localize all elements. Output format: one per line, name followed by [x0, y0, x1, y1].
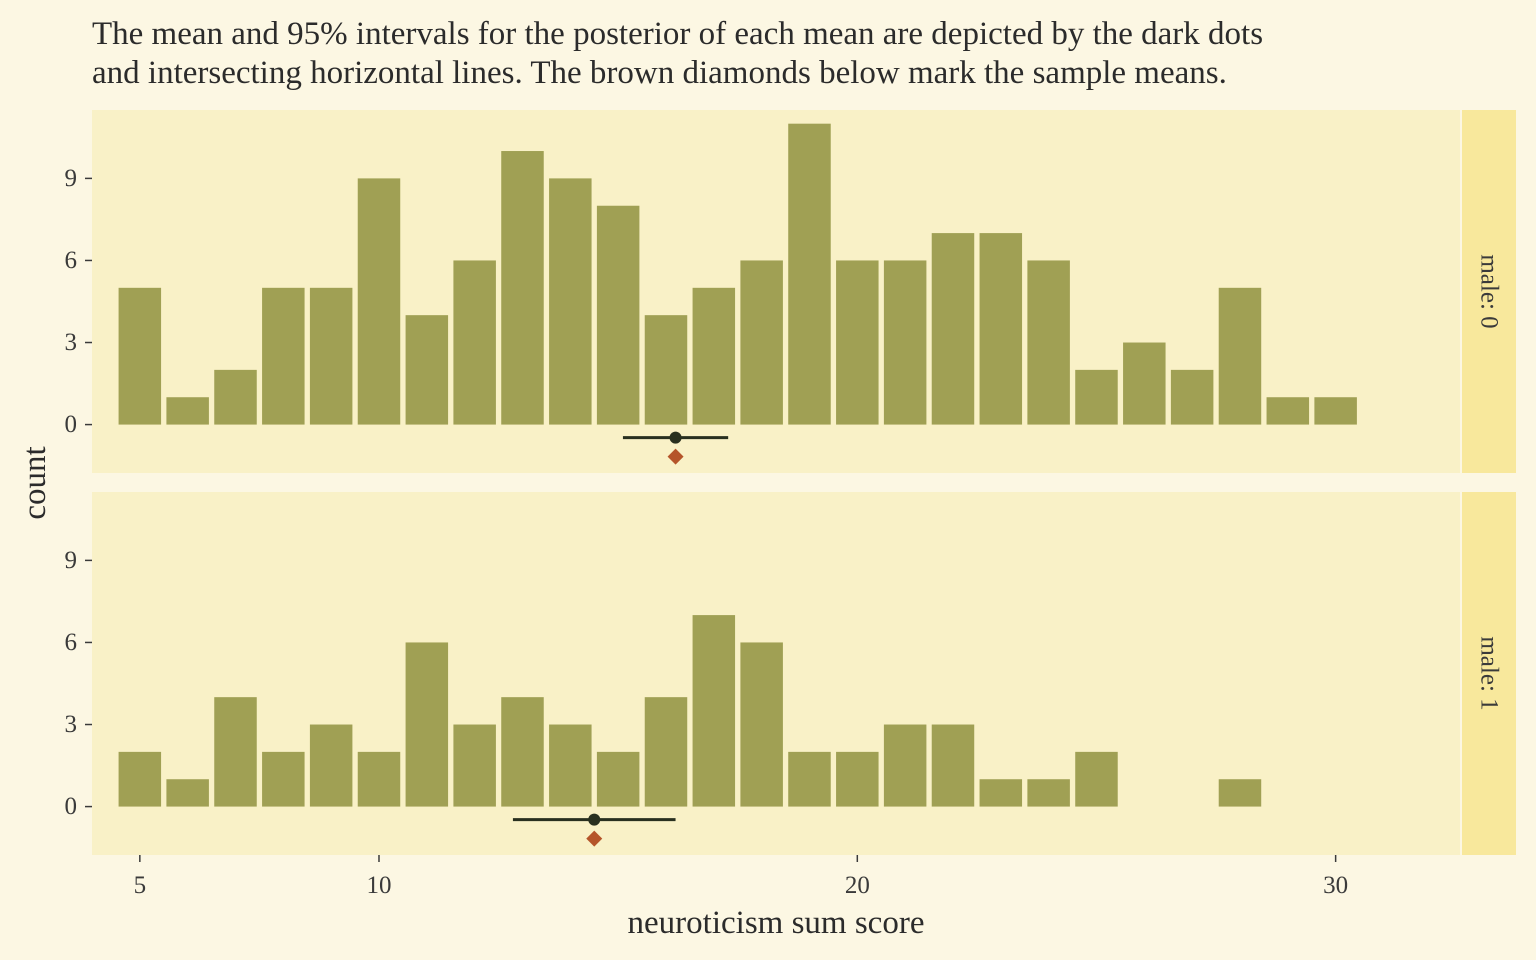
histogram-bar: [405, 315, 449, 425]
histogram-bar: [405, 642, 449, 807]
histogram-bar: [1170, 369, 1214, 425]
histogram-bar: [1314, 397, 1357, 425]
histogram-bar: [1266, 397, 1310, 425]
histogram-bar: [596, 751, 640, 807]
histogram-bar: [166, 397, 209, 425]
histogram-bar: [1075, 751, 1118, 807]
histogram-bar: [214, 369, 257, 425]
facet-panel-0: male: 0 0 3 6 9: [65, 110, 1516, 473]
histogram-bar: [118, 751, 162, 807]
facet-strip-label: male: 1: [1476, 636, 1503, 710]
histogram-bar: [453, 724, 496, 807]
y-tick-label: 0: [65, 411, 78, 438]
y-tick-label: 3: [65, 329, 78, 356]
posterior-mean-dot: [669, 431, 682, 444]
histogram-bar: [692, 615, 736, 807]
facet-strip: [1462, 110, 1516, 473]
facet-panel-1: male: 1 0 3 6 9: [65, 492, 1516, 855]
histogram-bar: [1218, 779, 1262, 807]
histogram-bar: [644, 697, 688, 807]
histogram-bar: [262, 287, 305, 425]
histogram-bar: [1123, 342, 1166, 425]
chart-subtitle-line-2: and intersecting horizontal lines. The b…: [92, 55, 1227, 91]
y-tick-label: 6: [65, 629, 78, 656]
histogram-bar: [883, 260, 927, 425]
histogram-bar: [979, 233, 1023, 425]
histogram-bar: [1075, 369, 1118, 425]
histogram-bar: [357, 751, 401, 807]
x-axis: 5 10 20 30: [134, 855, 1348, 899]
x-tick-label: 10: [366, 872, 391, 899]
histogram-bar: [836, 751, 879, 807]
histogram-bar: [1218, 287, 1262, 425]
histogram-bar: [309, 287, 353, 425]
histogram-bar: [931, 724, 975, 807]
histogram-bar: [166, 779, 209, 807]
histogram-bar: [357, 178, 401, 425]
chart-subtitle-line-1: The mean and 95% intervals for the poste…: [92, 16, 1263, 52]
y-tick-label: 9: [65, 547, 78, 574]
sample-mean-diamond: [667, 448, 684, 465]
x-tick-label: 30: [1323, 872, 1348, 899]
histogram-bar: [740, 642, 783, 807]
histogram-bar: [1027, 779, 1070, 807]
histogram-bar: [979, 779, 1023, 807]
y-tick-label: 0: [65, 793, 78, 820]
histogram-bar: [740, 260, 783, 425]
histogram-bar: [788, 123, 831, 425]
histogram-bar: [788, 751, 831, 807]
histogram-bar: [309, 724, 353, 807]
x-axis-title: neuroticism sum score: [628, 905, 925, 941]
y-axis-title: count: [17, 446, 53, 519]
histogram-bar: [644, 315, 688, 425]
histogram-bar: [262, 751, 305, 807]
histogram-bar: [836, 260, 879, 425]
histogram-bar: [549, 178, 592, 425]
facet-strip-label: male: 0: [1476, 254, 1503, 328]
histogram-bar: [501, 151, 544, 425]
sample-mean-diamond: [586, 830, 603, 847]
histogram-bar: [596, 205, 640, 425]
histogram-bar: [1027, 260, 1070, 425]
histogram-bar: [214, 697, 257, 807]
histogram-bar: [883, 724, 927, 807]
posterior-mean-dot: [588, 813, 601, 826]
histogram-bar: [549, 724, 592, 807]
histogram-bar: [692, 287, 736, 425]
y-tick-label: 6: [65, 247, 78, 274]
histogram-bar: [501, 697, 544, 807]
histogram-bar: [453, 260, 496, 425]
x-tick-label: 5: [134, 872, 147, 899]
x-tick-label: 20: [845, 872, 870, 899]
y-tick-label: 9: [65, 165, 78, 192]
facets-layer: male: 0 0 3 6 9 male: 1 0 3 6 9: [65, 110, 1516, 855]
y-tick-label: 3: [65, 711, 78, 738]
facet-strip: [1462, 492, 1516, 855]
histogram-bar: [931, 233, 975, 425]
histogram-bar: [118, 287, 162, 425]
